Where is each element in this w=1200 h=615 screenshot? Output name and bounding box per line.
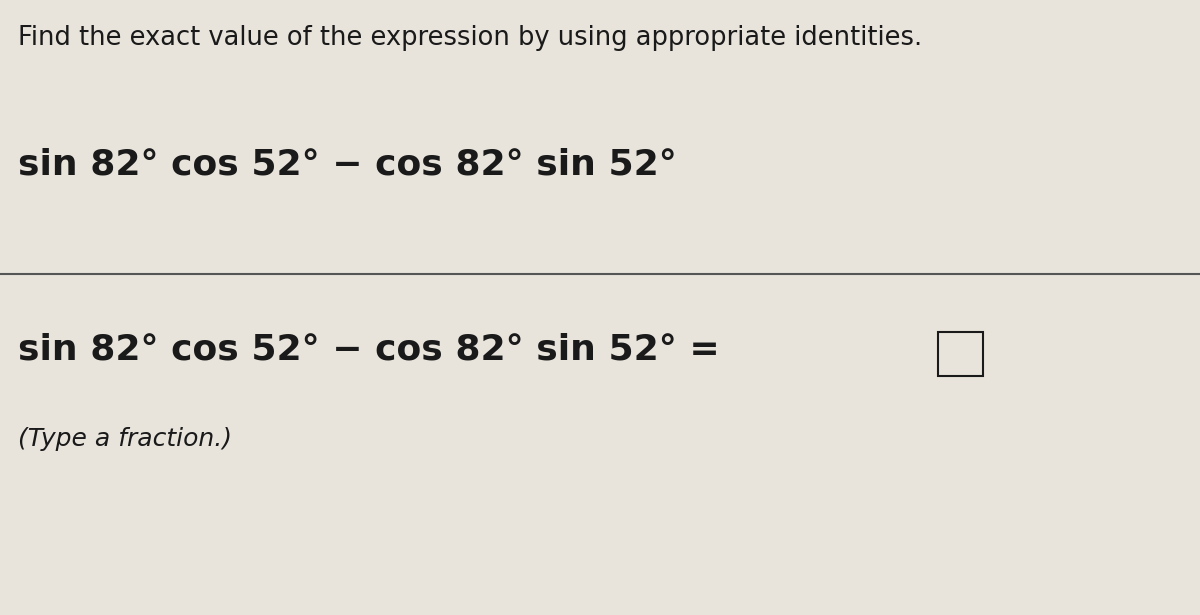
Text: Find the exact value of the expression by using appropriate identities.: Find the exact value of the expression b…: [18, 25, 922, 50]
Text: sin 82° cos 52° − cos 82° sin 52°: sin 82° cos 52° − cos 82° sin 52°: [18, 148, 677, 181]
Text: sin 82° cos 52° − cos 82° sin 52° =: sin 82° cos 52° − cos 82° sin 52° =: [18, 332, 720, 366]
FancyBboxPatch shape: [938, 332, 984, 376]
Text: (Type a fraction.): (Type a fraction.): [18, 427, 232, 451]
